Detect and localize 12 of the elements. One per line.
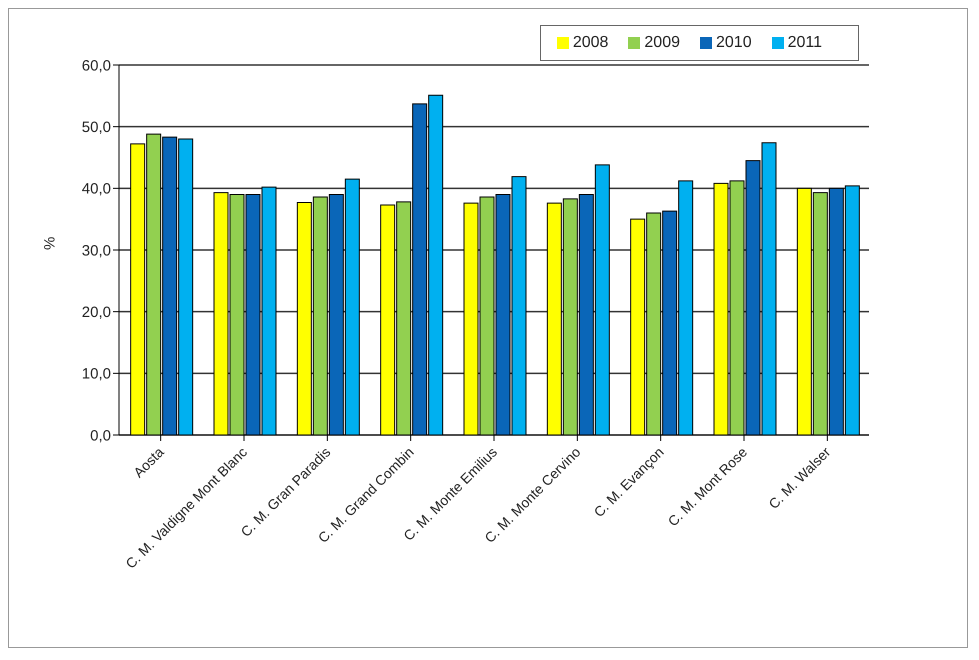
y-tick-label: 60,0: [82, 57, 111, 74]
y-axis-title: %: [41, 236, 58, 250]
y-tick-label: 20,0: [82, 304, 111, 321]
legend-label: 2008: [572, 34, 608, 51]
y-tick-label: 30,0: [82, 242, 111, 260]
y-tick-label: 0,0: [90, 427, 111, 444]
legend-label: 2011: [788, 34, 822, 51]
y-tick-label: 50,0: [82, 118, 111, 136]
legend-label: 2009: [644, 34, 680, 51]
y-tick-label: 40,0: [82, 180, 111, 198]
y-tick-label: 10,0: [82, 366, 111, 383]
legend-label: 2010: [716, 34, 752, 51]
